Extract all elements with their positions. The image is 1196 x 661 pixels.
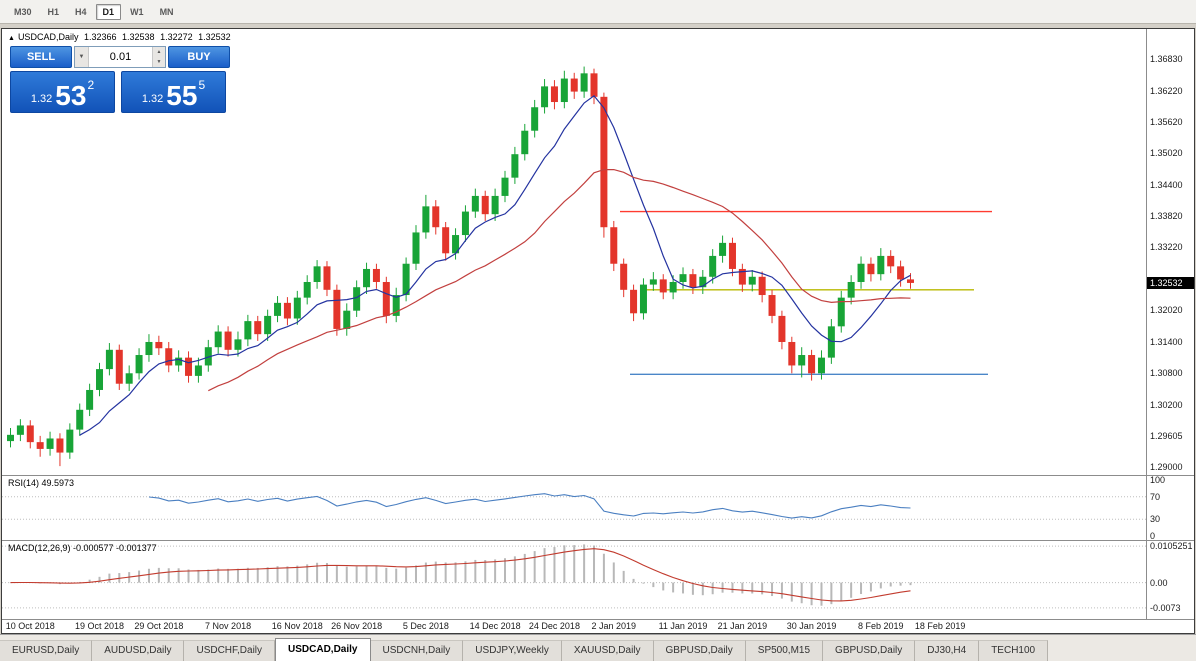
macd-axis-label: 0.0105251 xyxy=(1150,541,1193,552)
macd-label: MACD(12,26,9) -0.000577 -0.001377 xyxy=(8,543,157,553)
chart-symbol-icon: ▲ xyxy=(8,35,15,42)
price-axis-label: 1.32020 xyxy=(1150,304,1183,315)
chart-tab-usdchf-daily[interactable]: USDCHF,Daily xyxy=(184,640,276,661)
rsi-panel: RSI(14) 49.5973 100 70 30 0 xyxy=(2,476,1194,540)
price-axis-label: 1.34400 xyxy=(1150,180,1183,191)
time-axis[interactable]: 10 Oct 2018 19 Oct 2018 29 Oct 2018 7 Nov 2… xyxy=(2,620,1194,633)
sell-price-display[interactable]: 1.32 53 2 xyxy=(10,71,115,113)
date-axis-label: 2 Jan 2019 xyxy=(591,621,637,631)
ohlc-low: 1.32272 xyxy=(160,32,193,42)
current-price-badge: 1.32532 xyxy=(1147,276,1194,289)
main-chart-plot[interactable]: ▲ USDCAD,Daily 1.32366 1.32538 1.32272 1.… xyxy=(2,29,1146,475)
lot-spinner: ▲ ▼ xyxy=(152,47,165,67)
sell-price-prefix: 1.32 xyxy=(30,93,53,105)
rsi-plot[interactable]: RSI(14) 49.5973 xyxy=(2,476,1146,540)
chart-tab-gbpusd-daily[interactable]: GBPUSD,Daily xyxy=(823,640,916,661)
lot-spin-down-icon[interactable]: ▼ xyxy=(156,59,162,65)
date-axis-label: 7 Nov 2018 xyxy=(205,621,252,631)
date-axis-label: 24 Dec 2018 xyxy=(528,621,580,631)
rsi-label: RSI(14) 49.5973 xyxy=(8,478,75,488)
date-axis-label: 14 Dec 2018 xyxy=(469,621,521,631)
chart-tab-bar: EURUSD,Daily AUDUSD,Daily USDCHF,Daily USDC… xyxy=(0,634,1196,661)
buy-price-prefix: 1.32 xyxy=(141,93,164,105)
chart-tab-xauusd-daily[interactable]: XAUUSD,Daily xyxy=(561,640,654,661)
chart-tab-usdcnh-daily[interactable]: USDCNH,Daily xyxy=(370,640,464,661)
chart-tab-dj30-h4[interactable]: DJ30,H4 xyxy=(915,640,980,661)
price-axis-label: 1.29000 xyxy=(1150,462,1183,473)
ohlc-close: 1.32532 xyxy=(198,32,231,42)
rsi-axis-label: 30 xyxy=(1150,514,1161,525)
price-axis-label: 1.30200 xyxy=(1150,399,1183,410)
lot-dropdown-icon[interactable]: ▼ xyxy=(75,47,89,67)
rsi-axis-label: 0 xyxy=(1150,531,1156,540)
date-axis-label: 8 Feb 2019 xyxy=(858,621,904,631)
chart-symbol-label: USDCAD,Daily xyxy=(17,32,79,42)
price-axis-label: 1.36830 xyxy=(1150,53,1183,64)
timeframe-button-w1[interactable]: W1 xyxy=(130,6,144,17)
chart-ohlc-info: ▲ USDCAD,Daily 1.32366 1.32538 1.32272 1.… xyxy=(8,32,234,42)
timeframe-toolbar: M30 H1 H4 D1 W1 MN xyxy=(0,0,1196,24)
rsi-axis-label: 70 xyxy=(1150,491,1161,502)
date-axis-label: 26 Nov 2018 xyxy=(331,621,383,631)
chart-tab-usdcad-daily[interactable]: USDCAD,Daily xyxy=(275,638,371,661)
sell-price-sup: 2 xyxy=(87,78,95,92)
macd-axis[interactable]: 0.0105251 0.00 -0.0073 xyxy=(1146,541,1194,619)
macd-axis-label: 0.00 xyxy=(1150,577,1168,588)
panel-separator[interactable] xyxy=(2,475,1194,476)
date-axis-label: 18 Feb 2019 xyxy=(914,621,966,631)
date-axis-label: 5 Dec 2018 xyxy=(402,621,449,631)
price-axis-label: 1.33220 xyxy=(1150,242,1183,253)
chart-tab-audusd-daily[interactable]: AUDUSD,Daily xyxy=(92,640,185,661)
chart-tab-sp500-m15[interactable]: SP500,M15 xyxy=(745,640,824,661)
chart-tab-usdjpy-weekly[interactable]: USDJPY,Weekly xyxy=(463,640,562,661)
timeframe-button-d1[interactable]: D1 xyxy=(95,3,122,20)
price-axis-label: 1.33820 xyxy=(1150,210,1183,221)
rsi-axis-label: 100 xyxy=(1150,476,1166,485)
chart-tab-gbpusd-daily[interactable]: GBPUSD,Daily xyxy=(653,640,746,661)
date-axis-label: 29 Oct 2018 xyxy=(134,621,184,631)
one-click-trading-panel: SELL ▼ 0.01 ▲ ▼ BUY 1.32 53 2 1.32 55 5 xyxy=(10,46,232,113)
panel-separator xyxy=(2,619,1194,620)
price-axis-label: 1.30800 xyxy=(1150,368,1183,379)
price-axis[interactable]: 1.32532 1.36830 1.36220 1.35620 1.35020 1.34… xyxy=(1146,29,1194,475)
rsi-axis[interactable]: 100 70 30 0 xyxy=(1146,476,1194,540)
timeframe-button-h1[interactable]: H1 xyxy=(47,6,60,17)
chart-window: ▲ USDCAD,Daily 1.32366 1.32538 1.32272 1.… xyxy=(1,28,1195,634)
main-chart-panel: ▲ USDCAD,Daily 1.32366 1.32538 1.32272 1.… xyxy=(2,29,1194,475)
panel-separator[interactable] xyxy=(2,540,1194,541)
timeframe-button-mn[interactable]: MN xyxy=(159,6,174,17)
chart-tab-eurusd-daily[interactable]: EURUSD,Daily xyxy=(0,640,93,661)
rsi-chart[interactable] xyxy=(2,476,1146,540)
buy-price-sup: 5 xyxy=(198,78,206,92)
ohlc-open: 1.32366 xyxy=(83,32,117,42)
macd-plot[interactable]: MACD(12,26,9) -0.000577 -0.001377 xyxy=(2,541,1146,619)
buy-price-display[interactable]: 1.32 55 5 xyxy=(121,71,226,113)
price-axis-label: 1.35020 xyxy=(1150,148,1183,159)
main-price-chart[interactable] xyxy=(2,29,1146,475)
macd-axis-label: -0.0073 xyxy=(1150,602,1181,613)
lot-size-value[interactable]: 0.01 xyxy=(109,51,132,63)
timeframe-button-m30[interactable]: M30 xyxy=(14,6,32,17)
timeframe-button-h4[interactable]: H4 xyxy=(75,6,87,17)
date-axis-label: 16 Nov 2018 xyxy=(271,621,323,631)
price-axis-label: 1.36220 xyxy=(1150,85,1183,96)
date-axis-label: 21 Jan 2019 xyxy=(717,621,768,631)
price-axis-label: 1.35620 xyxy=(1150,116,1183,127)
lot-size-combo[interactable]: ▼ 0.01 ▲ ▼ xyxy=(74,46,166,68)
chart-tab-tech100[interactable]: TECH100 xyxy=(979,640,1049,661)
macd-chart[interactable] xyxy=(2,541,1146,619)
macd-panel: MACD(12,26,9) -0.000577 -0.001377 0.0105… xyxy=(2,541,1194,619)
date-axis-label: 11 Jan 2019 xyxy=(658,621,708,631)
buy-button[interactable]: BUY xyxy=(168,46,230,68)
sell-price-big: 53 xyxy=(55,80,87,112)
price-axis-label: 1.31400 xyxy=(1150,336,1183,347)
buy-price-big: 55 xyxy=(166,80,198,112)
ohlc-high: 1.32538 xyxy=(122,32,155,42)
lot-spin-up-icon[interactable]: ▲ xyxy=(156,49,162,55)
price-axis-label: 1.29605 xyxy=(1150,430,1183,441)
date-axis-label: 30 Jan 2019 xyxy=(786,621,837,631)
date-axis-label: 19 Oct 2018 xyxy=(74,621,125,631)
sell-button[interactable]: SELL xyxy=(10,46,72,68)
date-axis-label: 10 Oct 2018 xyxy=(5,621,55,631)
